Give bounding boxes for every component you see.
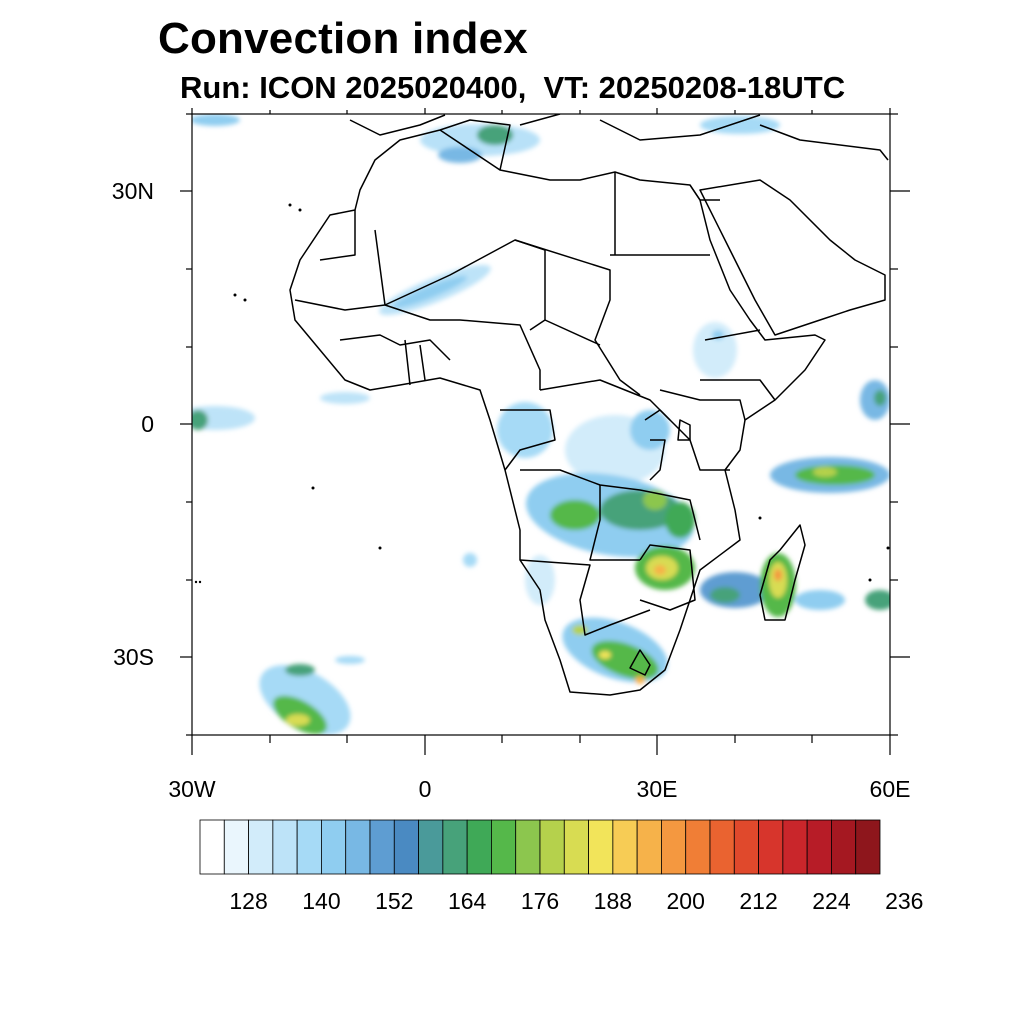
colorbar-label: 188 [593,888,633,914]
x-tick-30e: 30E [636,776,678,802]
colorbar-label: 224 [812,888,851,914]
y-tick-30s: 30S [113,644,154,670]
colorbar-swatch [345,819,371,875]
colorbar-swatch [636,819,662,875]
colorbar-swatch [709,819,735,875]
colorbar-swatch [661,819,687,875]
colorbar-label: 152 [375,888,414,914]
colorbar-swatch [515,819,541,875]
colorbar-swatch [855,819,881,875]
y-tick-30n: 30N [111,178,154,204]
colorbar-swatch [369,819,395,875]
colorbar-label: 200 [666,888,705,914]
colorbar-swatch [831,819,857,875]
colorbar-swatch [539,819,565,875]
axis-ticks [180,108,910,755]
x-tick-60e: 60E [869,776,911,802]
colorbar-swatch [199,819,225,875]
colorbar-swatch [491,819,517,875]
x-tick-30w: 30W [168,776,216,802]
colorbar-swatch [418,819,444,875]
colorbar-label: 164 [447,888,487,914]
colorbar-swatch [248,819,274,875]
colorbar-swatch [393,819,419,875]
colorbar-swatch [272,819,298,875]
country-borders [289,114,889,696]
colorbar-swatch [442,819,468,875]
colorbar [199,819,881,875]
colorbar-swatch [296,819,322,875]
page-title: Convection index [158,14,528,63]
colorbar-swatch [782,819,808,875]
colorbar-swatch [466,819,492,875]
colorbar-label: 176 [520,888,560,914]
convection-field [192,114,890,735]
colorbar-label: 236 [885,888,924,914]
colorbar-swatch [321,819,347,875]
colorbar-swatch [806,819,832,875]
colorbar-swatch [733,819,759,875]
colorbar-label: 140 [302,888,341,914]
page-subtitle: Run: ICON 2025020400, VT: 20250208-18UTC [180,70,846,105]
colorbar-label: 212 [739,888,778,914]
colorbar-swatch [588,819,614,875]
colorbar-swatch [612,819,638,875]
colorbar-swatch [563,819,589,875]
colorbar-swatch [758,819,784,875]
colorbar-swatch [223,819,249,875]
islands [194,203,890,584]
y-tick-0: 0 [141,411,154,437]
colorbar-swatch [685,819,711,875]
x-tick-0: 0 [418,776,432,802]
colorbar-label: 128 [229,888,268,914]
